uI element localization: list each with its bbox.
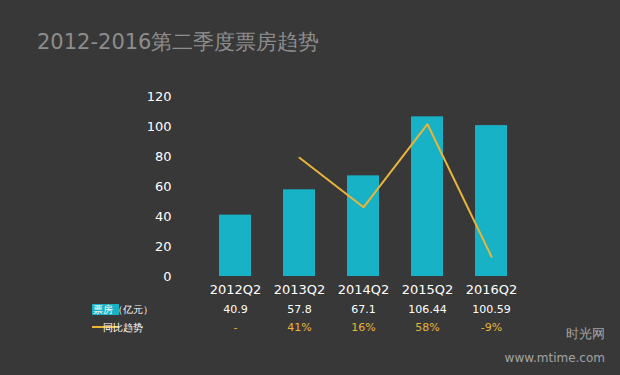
- svg-text:40.9: 40.9: [223, 303, 248, 316]
- svg-text:100.59: 100.59: [472, 303, 511, 316]
- html-text:2012-2016第二季度票房趋势: 2012-2016第二季度票房趋势: [37, 30, 320, 54]
- svg-text:58%: 58%: [415, 321, 439, 334]
- svg-text:票房（亿元）: 票房（亿元）: [93, 304, 153, 315]
- svg-text:2012Q2: 2012Q2: [210, 282, 262, 297]
- svg-text:100: 100: [147, 119, 172, 134]
- svg-text:2014Q2: 2014Q2: [338, 282, 390, 297]
- svg-text:40: 40: [155, 209, 172, 224]
- svg-text:0: 0: [163, 269, 171, 284]
- svg-text:120: 120: [147, 89, 172, 104]
- svg-text:67.1: 67.1: [351, 303, 376, 316]
- svg-text:同比趋势: 同比趋势: [103, 322, 143, 333]
- svg-text:2013Q2: 2013Q2: [274, 282, 326, 297]
- svg-text:www.mtime.com: www.mtime.com: [505, 351, 605, 365]
- svg-text:41%: 41%: [287, 321, 311, 334]
- svg-text:57.8: 57.8: [287, 303, 312, 316]
- svg-text:60: 60: [155, 179, 172, 194]
- svg-text:时光网: 时光网: [566, 326, 605, 341]
- svg-text:106.44: 106.44: [408, 303, 447, 316]
- svg-text:2016Q2: 2016Q2: [466, 282, 518, 297]
- svg-text:80: 80: [155, 149, 172, 164]
- svg-text:-: -: [234, 321, 238, 334]
- svg-text:-9%: -9%: [481, 321, 502, 334]
- svg-text:16%: 16%: [351, 321, 375, 334]
- svg-text:20: 20: [155, 239, 172, 254]
- svg-text:2015Q2: 2015Q2: [402, 282, 454, 297]
